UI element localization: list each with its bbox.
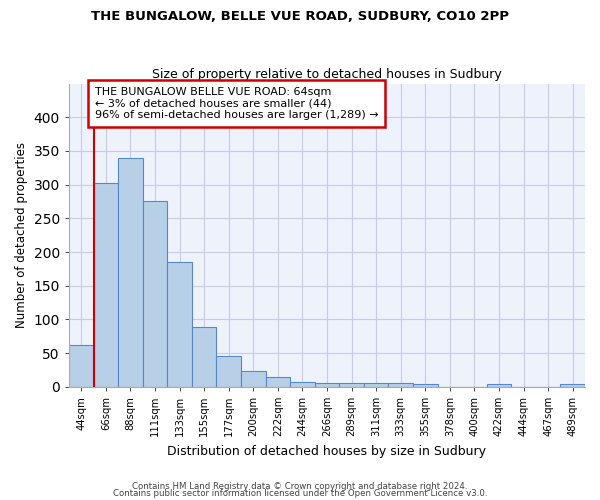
Bar (266, 378, 290, 387)
Title: Size of property relative to detached houses in Sudbury: Size of property relative to detached ho… (152, 68, 502, 81)
Bar (143, 202, 167, 387)
Bar (339, 384, 364, 387)
X-axis label: Distribution of detached houses by size in Sudbury: Distribution of detached houses by size … (167, 444, 487, 458)
Bar (290, 382, 314, 387)
Bar (192, 328, 217, 387)
Bar (167, 262, 192, 387)
Bar (118, 158, 143, 387)
Bar (314, 384, 339, 387)
Bar (388, 384, 413, 387)
Bar (217, 356, 241, 387)
Bar (487, 384, 511, 387)
Text: THE BUNGALOW BELLE VUE ROAD: 64sqm
← 3% of detached houses are smaller (44)
96% : THE BUNGALOW BELLE VUE ROAD: 64sqm ← 3% … (95, 87, 379, 120)
Text: Contains public sector information licensed under the Open Government Licence v3: Contains public sector information licen… (113, 490, 487, 498)
Bar (241, 372, 266, 387)
Bar (560, 384, 585, 387)
Text: THE BUNGALOW, BELLE VUE ROAD, SUDBURY, CO10 2PP: THE BUNGALOW, BELLE VUE ROAD, SUDBURY, C… (91, 10, 509, 23)
Bar (94, 184, 118, 387)
Y-axis label: Number of detached properties: Number of detached properties (15, 142, 28, 328)
Bar (413, 384, 437, 387)
Bar (69, 345, 94, 387)
Text: Contains HM Land Registry data © Crown copyright and database right 2024.: Contains HM Land Registry data © Crown c… (132, 482, 468, 491)
Bar (364, 384, 388, 387)
